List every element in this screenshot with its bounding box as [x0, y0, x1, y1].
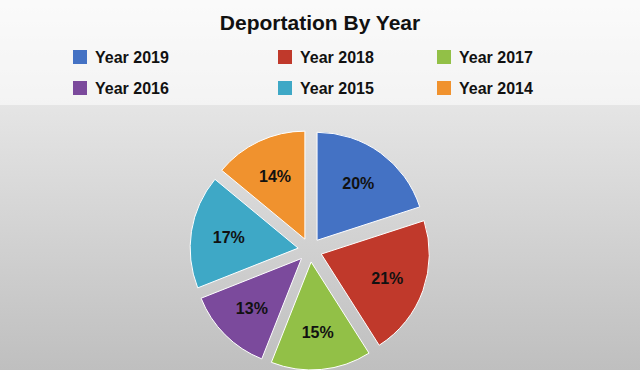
pie-slice: [317, 132, 420, 240]
legend-swatch: [278, 50, 292, 64]
legend-label: Year 2016: [95, 80, 169, 97]
legend-label: Year 2015: [300, 80, 374, 97]
pie-slice: [222, 131, 305, 239]
legend-swatch: [73, 81, 87, 95]
data-label: 13%: [236, 300, 268, 317]
title: Deportation By Year: [220, 11, 420, 34]
legend-label: Year 2019: [95, 49, 169, 66]
legend-label: Year 2014: [459, 80, 533, 97]
data-labels: 20% 21% 15% 13% 17% 14%: [213, 168, 404, 341]
legend-label: Year 2018: [300, 49, 374, 66]
header-band: [0, 0, 640, 105]
legend-label: Year 2017: [459, 49, 533, 66]
data-label: 15%: [302, 324, 334, 341]
data-label: 21%: [371, 270, 403, 287]
chart-container: Deportation By YearYear 2019Year 2018Yea…: [0, 0, 640, 370]
chart-svg: Deportation By YearYear 2019Year 2018Yea…: [0, 0, 640, 370]
data-label: 14%: [259, 168, 291, 185]
legend-swatch: [437, 50, 451, 64]
legend-swatch: [73, 50, 87, 64]
pie: [190, 131, 429, 370]
data-label: 20%: [342, 175, 374, 192]
legend: Year 2019 Year 2018 Year 2017 Year 2016 Year…: [73, 49, 533, 97]
data-label: 17%: [213, 229, 245, 246]
legend-swatch: [278, 81, 292, 95]
legend-swatch: [437, 81, 451, 95]
